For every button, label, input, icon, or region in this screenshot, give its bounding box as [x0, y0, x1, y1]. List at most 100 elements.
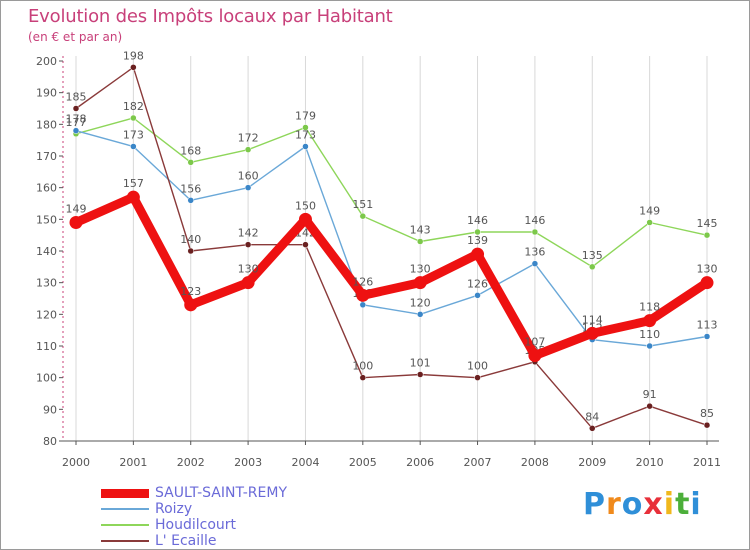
- data-label-l-ecaille: 185: [66, 91, 87, 104]
- legend-label-roizy: Roizy: [155, 501, 193, 517]
- data-label-l-ecaille: 84: [585, 410, 599, 423]
- data-label-sault-saint-remy: 149: [66, 203, 87, 216]
- data-point-roizy: [646, 342, 653, 350]
- legend-item-sault-saint-remy: SAULT-SAINT-REMY: [101, 485, 421, 501]
- chart-subtitle: (en € et par an): [28, 30, 123, 44]
- data-point-roizy: [72, 127, 80, 134]
- x-tick-label: 2011: [693, 456, 721, 469]
- logo-letter: i: [690, 487, 702, 522]
- x-tick-label: 2010: [636, 456, 664, 469]
- data-label-houdilcourt: 146: [467, 214, 488, 227]
- y-tick-label: 200: [36, 55, 57, 68]
- legend-item-l-ecaille: L' Ecaille: [101, 533, 421, 549]
- data-label-sault-saint-remy: 126: [352, 275, 373, 288]
- proxiti-logo: Proxiti: [583, 487, 702, 522]
- chart-title: Evolution des Impôts locaux par Habitant: [28, 6, 393, 27]
- data-point-roizy: [244, 184, 252, 191]
- data-point-houdilcourt: [589, 263, 596, 271]
- y-tick-label: 100: [36, 372, 57, 385]
- chart-legend: SAULT-SAINT-REMY Roizy Houdilcourt L' Ec…: [101, 485, 421, 549]
- data-point-sault-saint-remy: [585, 326, 599, 340]
- data-label-l-ecaille: 100: [352, 360, 373, 373]
- x-tick-label: 2004: [291, 456, 319, 469]
- x-tick-label: 2007: [464, 456, 492, 469]
- data-point-l-ecaille: [130, 64, 137, 71]
- data-point-roizy: [474, 292, 481, 299]
- data-label-houdilcourt: 143: [410, 224, 431, 237]
- x-tick-label: 2005: [349, 456, 377, 469]
- data-point-sault-saint-remy: [643, 314, 657, 328]
- y-tick-label: 150: [36, 213, 57, 226]
- logo-letter: r: [606, 487, 622, 522]
- y-tick-label: 90: [43, 403, 57, 416]
- data-point-houdilcourt: [531, 228, 539, 236]
- data-label-roizy: 173: [123, 129, 144, 142]
- data-point-roizy: [187, 197, 194, 204]
- data-label-roizy: 160: [238, 170, 259, 183]
- data-label-sault-saint-remy: 157: [123, 177, 144, 190]
- y-tick-label: 130: [36, 277, 57, 290]
- data-point-l-ecaille: [589, 425, 596, 432]
- legend-swatch-houdilcourt: [101, 524, 149, 526]
- data-label-houdilcourt: 172: [238, 132, 259, 145]
- data-label-houdilcourt: 179: [295, 110, 316, 123]
- data-label-sault-saint-remy: 130: [697, 263, 718, 276]
- logo-letter: i: [663, 487, 676, 522]
- data-label-l-ecaille: 91: [643, 388, 657, 401]
- data-label-sault-saint-remy: 150: [295, 199, 316, 212]
- data-label-l-ecaille: 100: [467, 360, 488, 373]
- legend-item-houdilcourt: Houdilcourt: [101, 517, 421, 533]
- x-tick-label: 2002: [177, 456, 205, 469]
- legend-swatch-roizy: [101, 508, 149, 510]
- logo-letter: o: [621, 487, 644, 522]
- data-label-l-ecaille: 142: [238, 227, 259, 240]
- data-point-sault-saint-remy: [298, 212, 312, 226]
- series-line-sault-saint-remy: [71, 192, 712, 360]
- data-label-roizy: 156: [180, 182, 201, 195]
- data-label-roizy: 178: [66, 113, 87, 126]
- data-label-roizy: 120: [410, 296, 431, 309]
- data-point-roizy: [302, 143, 309, 150]
- x-tick-label: 2008: [521, 456, 549, 469]
- data-point-sault-saint-remy: [528, 349, 542, 362]
- data-point-l-ecaille: [187, 247, 194, 255]
- data-point-sault-saint-remy: [126, 190, 140, 204]
- data-label-houdilcourt: 145: [697, 217, 718, 230]
- data-point-roizy: [416, 311, 424, 318]
- data-point-l-ecaille: [646, 402, 653, 410]
- data-point-houdilcourt: [416, 238, 424, 245]
- legend-item-roizy: Roizy: [101, 501, 421, 517]
- logo-letter: t: [675, 487, 691, 522]
- y-tick-label: 140: [36, 245, 57, 258]
- data-point-roizy: [703, 333, 711, 340]
- data-point-l-ecaille: [703, 421, 711, 429]
- legend-label-l-ecaille: L' Ecaille: [155, 533, 217, 549]
- data-label-houdilcourt: 146: [524, 214, 545, 227]
- data-label-sault-saint-remy: 118: [639, 301, 660, 314]
- y-tick-label: 160: [36, 182, 57, 195]
- data-point-l-ecaille: [302, 241, 309, 248]
- data-point-roizy: [359, 301, 367, 309]
- data-point-sault-saint-remy: [413, 276, 427, 290]
- data-label-l-ecaille: 85: [700, 407, 714, 420]
- data-label-sault-saint-remy: 139: [467, 234, 488, 247]
- y-tick-label: 110: [36, 340, 57, 353]
- data-label-sault-saint-remy: 130: [238, 263, 259, 276]
- data-label-l-ecaille: 198: [123, 49, 144, 62]
- data-point-houdilcourt: [130, 114, 137, 122]
- data-label-houdilcourt: 135: [582, 249, 603, 262]
- data-point-houdilcourt: [703, 231, 711, 239]
- y-tick-label: 80: [43, 435, 57, 448]
- y-tick-label: 170: [36, 150, 57, 163]
- x-tick-label: 2000: [62, 456, 90, 469]
- x-tick-label: 2006: [406, 456, 434, 469]
- data-point-sault-saint-remy: [700, 276, 714, 290]
- data-label-roizy: 136: [524, 246, 545, 259]
- data-label-roizy: 110: [639, 328, 660, 341]
- data-label-roizy: 113: [697, 319, 718, 332]
- data-label-houdilcourt: 151: [352, 198, 373, 211]
- data-point-houdilcourt: [187, 159, 194, 166]
- data-point-sault-saint-remy: [69, 216, 83, 229]
- data-label-sault-saint-remy: 130: [410, 263, 431, 276]
- x-tick-label: 2009: [578, 456, 606, 469]
